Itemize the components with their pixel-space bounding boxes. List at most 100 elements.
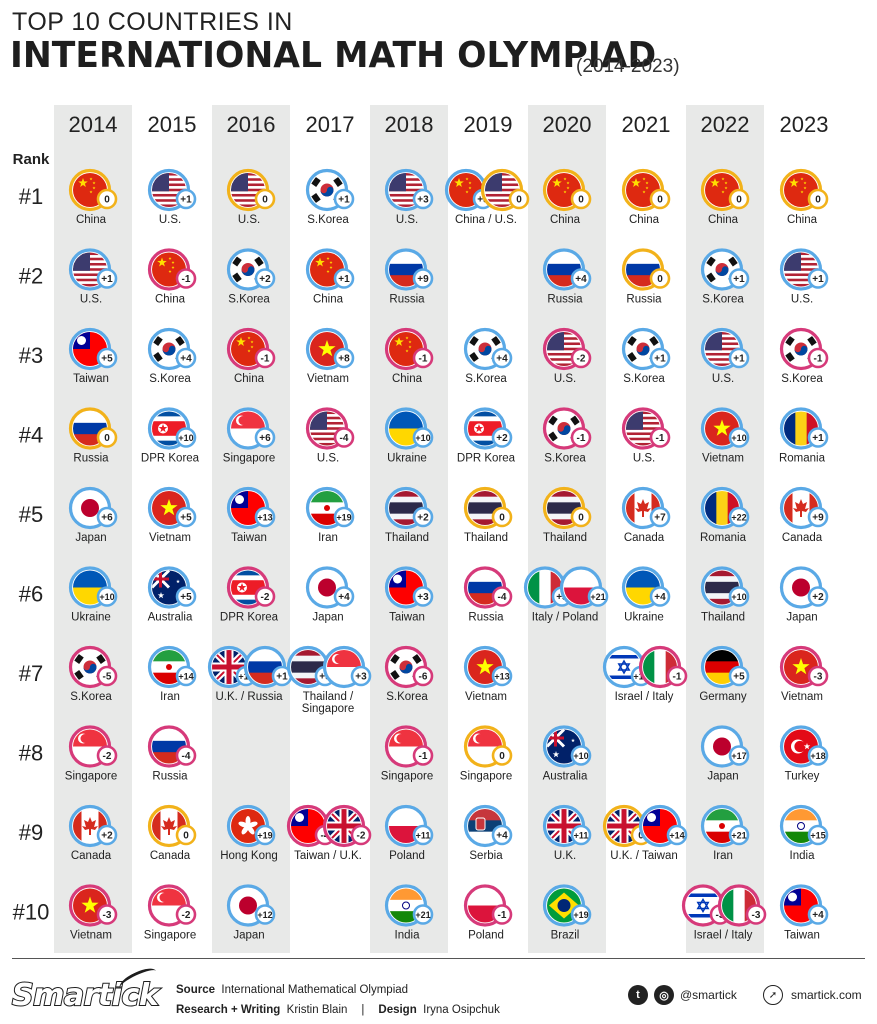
svg-text:+1: +1 <box>276 672 288 683</box>
svg-text:+12: +12 <box>257 910 272 920</box>
country-label: Canada <box>782 532 823 544</box>
country-label: Canada <box>71 850 112 862</box>
svg-text:-5: -5 <box>103 672 112 683</box>
rank-change-badge: 0 <box>254 188 276 210</box>
twitter-icon[interactable]: t <box>628 985 648 1005</box>
svg-text:+19: +19 <box>257 831 272 841</box>
rank-change-badge: -4 <box>333 427 355 448</box>
country-label: Brazil <box>551 930 580 942</box>
country-label: U.K. / Taiwan <box>610 850 678 862</box>
website-url[interactable]: smartick.com <box>791 988 862 1002</box>
svg-text:+4: +4 <box>338 592 350 603</box>
svg-text:-3: -3 <box>752 910 761 921</box>
rank-change-badge: +5 <box>96 347 118 369</box>
country-label: China <box>629 214 660 226</box>
svg-text:+21: +21 <box>731 831 746 841</box>
country-label: Romania <box>700 532 747 544</box>
svg-text:+9: +9 <box>417 274 429 285</box>
rank-label: #6 <box>19 582 43 607</box>
country-label: Vietnam <box>781 691 823 703</box>
country-label: DPR Korea <box>141 453 200 465</box>
rank-change-badge: -5 <box>96 665 118 687</box>
rank-change-badge: +1 <box>728 347 750 369</box>
rank-change-badge: +2 <box>96 824 118 846</box>
year-label: 2020 <box>543 112 592 137</box>
svg-text:-2: -2 <box>577 354 586 365</box>
svg-text:+5: +5 <box>180 513 192 524</box>
rank-label: #1 <box>19 184 43 209</box>
rank-label: #4 <box>19 423 43 448</box>
country-label: U.S. <box>554 373 576 385</box>
svg-text:+18: +18 <box>810 751 825 761</box>
country-label: Iran <box>160 691 180 703</box>
svg-text:+4: +4 <box>180 354 192 365</box>
website-link[interactable]: ➚ smartick.com <box>763 985 862 1005</box>
flag-tw-icon <box>779 884 823 927</box>
rank-change-badge: +5 <box>728 665 750 687</box>
country-label: Russia <box>389 294 425 306</box>
svg-text:+5: +5 <box>101 354 113 365</box>
svg-text:0: 0 <box>736 195 742 206</box>
rank-change-badge: +4 <box>807 904 829 925</box>
rank-change-badge: +10 <box>728 586 750 607</box>
country-label: S.Korea <box>544 453 586 465</box>
year-label: 2017 <box>306 112 355 137</box>
country-label: S.Korea <box>149 373 191 385</box>
svg-text:+4: +4 <box>575 274 587 285</box>
flag-jp-icon <box>226 884 270 927</box>
svg-text:+3: +3 <box>355 672 367 683</box>
country-label: Vietnam <box>307 373 349 385</box>
country-label: Thailand <box>701 612 745 624</box>
svg-text:+4: +4 <box>496 354 508 365</box>
svg-text:+10: +10 <box>99 592 114 602</box>
year-label: 2022 <box>701 112 750 137</box>
rank-change-badge: -1 <box>491 904 513 925</box>
instagram-icon[interactable]: ◎ <box>654 985 674 1005</box>
country-label: U.K. / Russia <box>215 691 283 703</box>
svg-text:+6: +6 <box>101 513 113 524</box>
rank-change-badge: -1 <box>570 427 592 448</box>
country-label: Israel / Italy <box>615 691 674 703</box>
country-label: Japan <box>707 771 738 783</box>
svg-text:+1: +1 <box>338 195 350 206</box>
svg-text:+2: +2 <box>496 433 508 444</box>
flag-vn-icon <box>147 486 191 530</box>
svg-text:-1: -1 <box>577 433 586 444</box>
country-label: Taiwan <box>73 373 109 385</box>
flag-gb-icon <box>322 804 366 848</box>
country-label: Poland <box>468 930 504 942</box>
country-label: Serbia <box>469 850 503 862</box>
social-handle[interactable]: @smartick <box>680 988 737 1002</box>
flag-us-icon <box>226 168 270 212</box>
rank-change-badge: +11 <box>570 824 592 846</box>
rank-change-badge: +4 <box>333 586 355 607</box>
research-name: Kristin Blain <box>286 1004 348 1016</box>
rank-change-badge: +4 <box>175 347 197 369</box>
svg-text:+2: +2 <box>812 592 824 603</box>
country-label: S.Korea <box>70 691 112 703</box>
flag-kp-icon <box>463 407 507 450</box>
country-label: China <box>313 294 344 306</box>
svg-text:0: 0 <box>183 831 189 842</box>
svg-text:-4: -4 <box>340 433 349 444</box>
rank-change-badge: +2 <box>254 268 276 289</box>
rank-change-badge: 0 <box>570 506 592 528</box>
svg-text:+8: +8 <box>338 354 350 365</box>
svg-text:+10: +10 <box>573 751 588 761</box>
country-label: Iran <box>713 850 733 862</box>
olympiad-ranking-chart: 2014 2015 2016 2017 2018 2019 2020 2021 2022 2023… <box>13 105 829 953</box>
svg-text:-1: -1 <box>182 274 191 285</box>
svg-text:+19: +19 <box>573 910 588 920</box>
title-line-1: TOP 10 COUNTRIES IN <box>12 8 293 36</box>
rank-change-badge: +1 <box>333 268 355 289</box>
flag-kp-icon <box>226 566 270 609</box>
country-label: U.S. <box>712 373 734 385</box>
country-label: China <box>787 214 818 226</box>
country-label: Ukraine <box>71 612 111 624</box>
flag-it-icon <box>638 645 682 689</box>
svg-text:-4: -4 <box>321 831 330 842</box>
svg-text:+2: +2 <box>417 513 429 524</box>
rank-change-badge: -1 <box>412 347 434 369</box>
rank-change-badge: -2 <box>96 745 118 766</box>
country-label: Ukraine <box>387 453 427 465</box>
